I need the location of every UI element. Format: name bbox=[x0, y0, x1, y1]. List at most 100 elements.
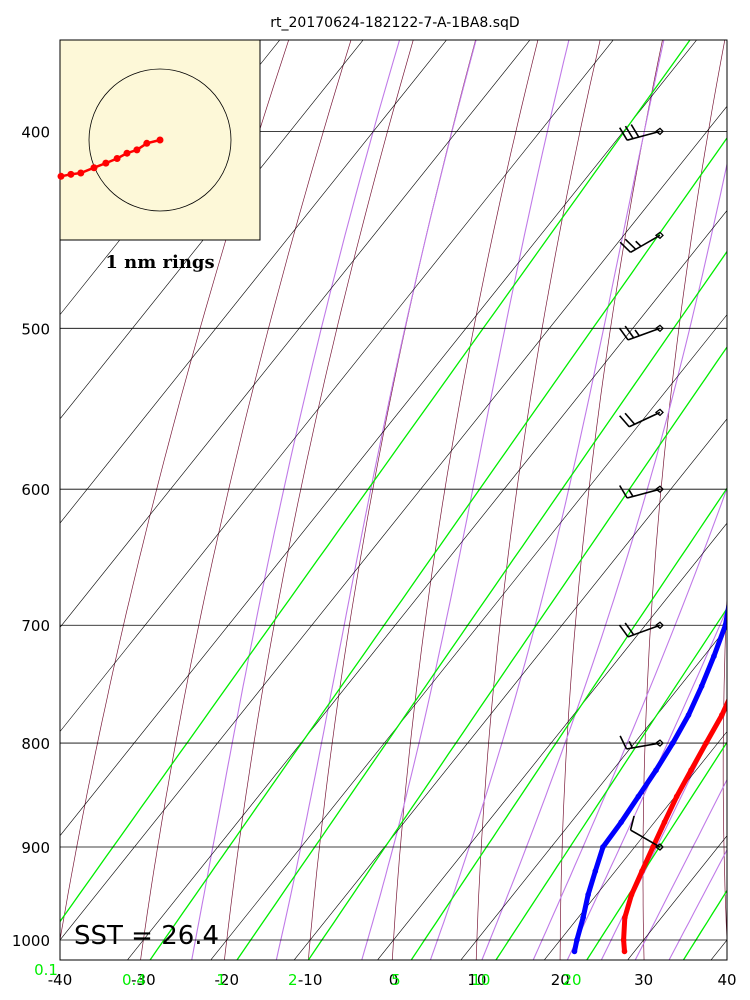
wind-barb-staff bbox=[630, 829, 661, 848]
temperature-point bbox=[621, 948, 628, 955]
hodograph-point bbox=[57, 172, 65, 180]
temperature-point bbox=[746, 653, 750, 659]
pressure-label: 600 bbox=[21, 481, 50, 499]
dewpoint-point bbox=[669, 740, 676, 746]
mixing-ratio-label: 5 bbox=[391, 971, 401, 989]
mixing-ratio-label: 0.1 bbox=[34, 961, 58, 979]
temperature-point bbox=[703, 740, 709, 746]
moist-adiabat-line bbox=[275, 40, 477, 960]
dewpoint-point bbox=[571, 948, 578, 955]
wind-barb bbox=[619, 408, 664, 428]
wind-barb-half-flag bbox=[634, 329, 640, 337]
moist-adiabat-line bbox=[191, 40, 401, 960]
mixing-ratio-label: 20 bbox=[562, 971, 581, 989]
wind-barb-flag bbox=[618, 624, 629, 638]
mixing-ratio-line bbox=[586, 741, 727, 960]
dewpoint-point bbox=[592, 868, 599, 874]
wind-barb-flag bbox=[624, 125, 634, 140]
wind-barb-flag bbox=[618, 485, 628, 499]
wind-barb-flag bbox=[619, 415, 630, 428]
isotherm-line bbox=[210, 314, 727, 960]
dewpoint-point bbox=[737, 557, 743, 563]
wind-barb-station bbox=[654, 231, 664, 240]
mixing-ratio-lines bbox=[60, 40, 727, 960]
mixing-ratio-line bbox=[495, 607, 727, 960]
temperature-profile bbox=[620, 653, 750, 955]
wind-barb-staff bbox=[627, 14, 660, 20]
dewpoint-point bbox=[728, 590, 734, 596]
wind-barb-flag bbox=[618, 127, 628, 141]
mixing-ratio-label: 10 bbox=[471, 971, 490, 989]
wind-barb-half-flag bbox=[628, 489, 634, 497]
dewpoint-point bbox=[580, 914, 586, 921]
isotherm-line bbox=[126, 209, 727, 960]
mixing-ratio-line bbox=[60, 40, 691, 923]
wind-barb-station bbox=[654, 485, 664, 494]
temperature-line bbox=[621, 697, 727, 954]
temperature-label: 0 bbox=[389, 971, 399, 989]
hodograph-point bbox=[123, 149, 131, 157]
hodograph-point bbox=[67, 170, 75, 178]
temperature-label: -40 bbox=[48, 971, 73, 989]
wind-barb-station bbox=[656, 11, 663, 17]
dewpoint-point bbox=[698, 683, 705, 689]
hodograph-ring bbox=[88, 68, 232, 212]
hodograph-inset bbox=[57, 39, 261, 241]
temperature-label: 40 bbox=[717, 971, 736, 989]
hodograph-point bbox=[77, 169, 85, 177]
pressure-label: 800 bbox=[21, 735, 50, 753]
temperature-point bbox=[661, 819, 668, 825]
wind-barb-flag bbox=[624, 238, 637, 250]
wind-barb-half-flag bbox=[635, 11, 638, 18]
wind-barb bbox=[618, 485, 664, 499]
wind-barb-station bbox=[654, 127, 664, 136]
hodograph-trace bbox=[57, 136, 164, 180]
mixing-ratio-label: 1 bbox=[216, 971, 226, 989]
wind-barb-flag bbox=[619, 735, 628, 750]
dewpoint-line bbox=[572, 601, 727, 954]
temperature-point bbox=[620, 937, 627, 943]
dewpoint-point bbox=[653, 767, 659, 774]
isotherm-line bbox=[377, 522, 727, 960]
dewpoint-profile bbox=[571, 557, 743, 955]
wind-barb bbox=[620, 5, 663, 19]
hodograph-point bbox=[143, 139, 151, 147]
mixing-ratio-line bbox=[410, 487, 727, 960]
sst-label: SST = 26.4 bbox=[74, 921, 219, 951]
wind-barb-flag bbox=[629, 815, 635, 831]
temperature-point bbox=[732, 683, 738, 689]
dewpoint-point bbox=[618, 819, 624, 825]
mixing-ratio-labels: 0.1 0.4 1 2 5 10 20 bbox=[34, 961, 581, 989]
pressure-label: 400 bbox=[21, 123, 50, 141]
wind-barb-station bbox=[654, 843, 664, 851]
temperature-tick-labels: -40 -30 -20 -10 0 10 20 30 40 bbox=[48, 971, 737, 989]
hodograph-point bbox=[90, 164, 98, 172]
wind-barb-flag bbox=[624, 325, 635, 339]
temperature-label: 30 bbox=[634, 971, 653, 989]
hodograph-ring-label: 1 nm rings bbox=[105, 252, 214, 273]
pressure-tick-labels: 1002003004005006007008009001000 bbox=[12, 123, 50, 950]
wind-barbs bbox=[618, 5, 664, 851]
pressure-label: 1000 bbox=[12, 932, 50, 950]
pressure-label: 700 bbox=[21, 617, 50, 635]
mixing-ratio-line bbox=[236, 250, 727, 960]
wind-barb-station bbox=[654, 739, 664, 747]
wind-barb-station bbox=[654, 408, 664, 417]
mixing-ratio-line bbox=[307, 345, 727, 960]
chart-title: rt_20170624-182122-7-A-1BA8.sqD bbox=[270, 15, 519, 31]
wind-barb-flag bbox=[619, 241, 632, 253]
wind-barb-flag bbox=[630, 124, 640, 138]
hodograph-point bbox=[133, 146, 141, 154]
hodograph-point bbox=[156, 136, 164, 144]
pressure-label: 500 bbox=[21, 320, 50, 338]
wind-barb-half-flag bbox=[628, 741, 634, 749]
temperature-point bbox=[719, 712, 725, 718]
wind-barb-flag bbox=[618, 327, 629, 341]
temperature-label: -30 bbox=[131, 971, 156, 989]
hodograph-point bbox=[102, 159, 110, 167]
hodograph-line bbox=[60, 138, 161, 178]
